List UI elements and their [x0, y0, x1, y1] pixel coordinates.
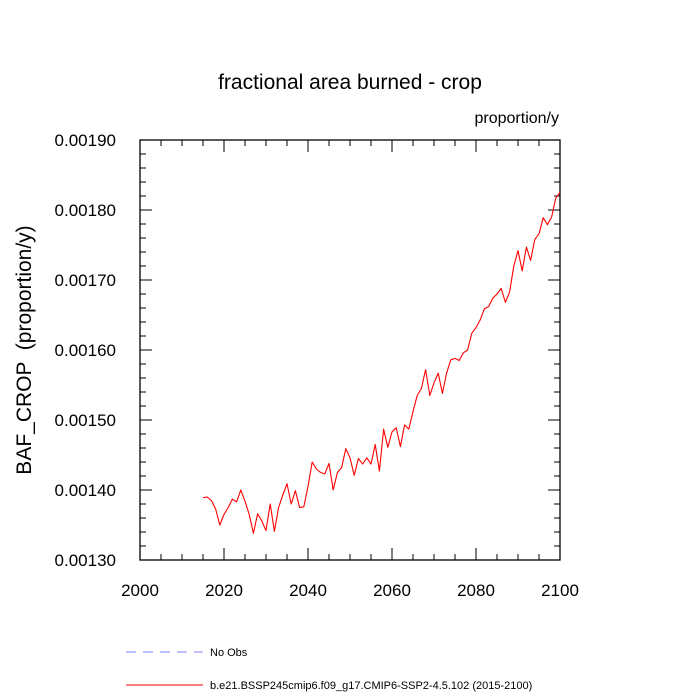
legend-label: No Obs [210, 647, 248, 659]
plot-frame [139, 139, 561, 561]
legend-label: b.e21.BSSP245cmip6.f09_g17.CMIP6-SSP2-4.… [210, 680, 532, 692]
chart-title: fractional area burned - crop [218, 71, 482, 94]
series [202, 192, 561, 534]
y-tick-label: 0.00150 [55, 411, 116, 430]
axes: 2000 2020 2040 2060 2080 2100 0.00130 0.00140 0.… [55, 131, 579, 600]
y-tick-label: 0.00180 [55, 201, 116, 220]
x-tick-label: 2100 [541, 581, 579, 600]
y-tick-label: 0.00170 [55, 271, 116, 290]
x-tick-label: 2080 [457, 581, 495, 600]
legend: No Obs b.e21.BSSP245cmip6.f09_g17.CMIP6-S… [126, 647, 532, 692]
y-tick-label: 0.00160 [55, 341, 116, 360]
x-tick-label: 2020 [205, 581, 243, 600]
units-label: proportion/y [475, 110, 560, 127]
y-axis-label: BAF_CROP (proportion/y) [13, 225, 36, 474]
series-line [202, 192, 561, 534]
y-tick-label: 0.00140 [55, 481, 116, 500]
y-tick-label: 0.00190 [55, 131, 116, 150]
x-tick-label: 2040 [289, 581, 327, 600]
x-tick-label: 2000 [121, 581, 159, 600]
x-tick-label: 2060 [373, 581, 411, 600]
y-tick-label: 0.00130 [55, 551, 116, 570]
